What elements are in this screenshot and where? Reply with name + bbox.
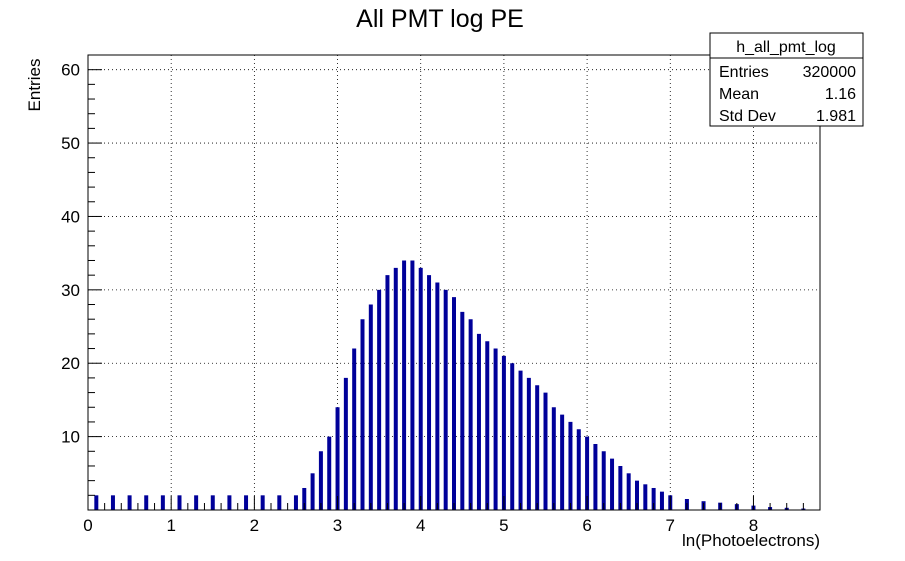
y-axis: 10 20 30 40 50 60 (61, 54, 102, 496)
x-tick-label: 6 (582, 516, 591, 535)
y-tick-label: 50 (61, 134, 80, 153)
stats-box: h_all_pmt_log Entries 320000 Mean 1.16 S… (709, 32, 864, 127)
stats-stddev-value: 1.981 (816, 108, 856, 125)
x-tick-label: 0 (83, 516, 92, 535)
stats-box-name: h_all_pmt_log (736, 39, 836, 56)
y-tick-label: 10 (61, 428, 80, 447)
stats-mean-value: 1.16 (825, 86, 856, 103)
x-tick-label: 7 (666, 516, 675, 535)
chart-title: All PMT log PE (356, 5, 524, 33)
stats-mean-label: Mean (719, 86, 759, 103)
x-tick-label: 1 (166, 516, 175, 535)
y-tick-label: 20 (61, 354, 80, 373)
x-tick-label: 3 (333, 516, 342, 535)
x-tick-label: 5 (499, 516, 508, 535)
stats-stddev-label: Std Dev (719, 108, 776, 125)
histogram-bars (94, 260, 806, 510)
y-axis-label: Entries (25, 59, 44, 112)
y-tick-label: 60 (61, 61, 80, 80)
stats-entries-label: Entries (719, 64, 769, 81)
x-tick-label: 8 (749, 516, 758, 535)
y-tick-label: 30 (61, 281, 80, 300)
x-tick-label: 2 (250, 516, 259, 535)
y-tick-label: 40 (61, 207, 80, 226)
stats-entries-value: 320000 (803, 64, 856, 81)
x-axis: 0 1 2 3 4 5 6 7 8 (83, 496, 821, 535)
x-tick-label: 4 (416, 516, 425, 535)
x-axis-label: ln(Photoelectrons) (682, 531, 820, 550)
stats-box-frame (709, 32, 864, 127)
